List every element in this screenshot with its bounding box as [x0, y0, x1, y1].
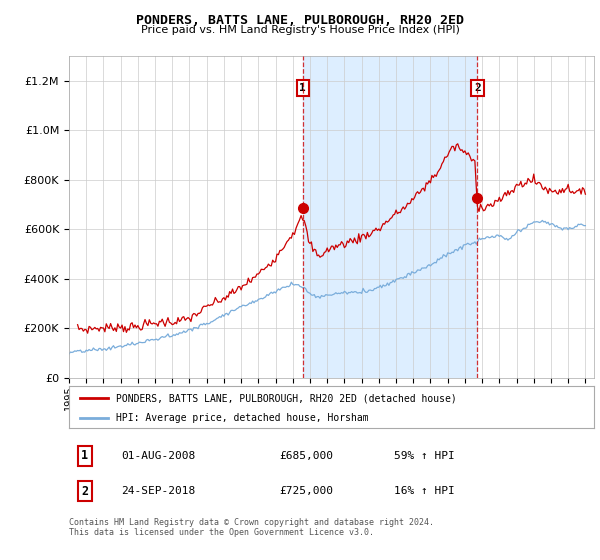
Text: 01-AUG-2008: 01-AUG-2008 [121, 451, 196, 461]
Text: HPI: Average price, detached house, Horsham: HPI: Average price, detached house, Hors… [116, 413, 369, 423]
Text: 2: 2 [81, 485, 88, 498]
Text: 59% ↑ HPI: 59% ↑ HPI [395, 451, 455, 461]
Text: Contains HM Land Registry data © Crown copyright and database right 2024.
This d: Contains HM Land Registry data © Crown c… [69, 518, 434, 538]
Text: PONDERS, BATTS LANE, PULBOROUGH, RH20 2ED: PONDERS, BATTS LANE, PULBOROUGH, RH20 2E… [136, 14, 464, 27]
Text: 1: 1 [81, 449, 88, 462]
Text: Price paid vs. HM Land Registry's House Price Index (HPI): Price paid vs. HM Land Registry's House … [140, 25, 460, 35]
Text: 2: 2 [474, 83, 481, 93]
Text: £685,000: £685,000 [279, 451, 333, 461]
Bar [303, 56, 478, 378]
Text: 16% ↑ HPI: 16% ↑ HPI [395, 486, 455, 496]
Text: PONDERS, BATTS LANE, PULBOROUGH, RH20 2ED (detached house): PONDERS, BATTS LANE, PULBOROUGH, RH20 2E… [116, 393, 457, 403]
Text: £725,000: £725,000 [279, 486, 333, 496]
Text: 24-SEP-2018: 24-SEP-2018 [121, 486, 196, 496]
Text: 1: 1 [299, 83, 306, 93]
